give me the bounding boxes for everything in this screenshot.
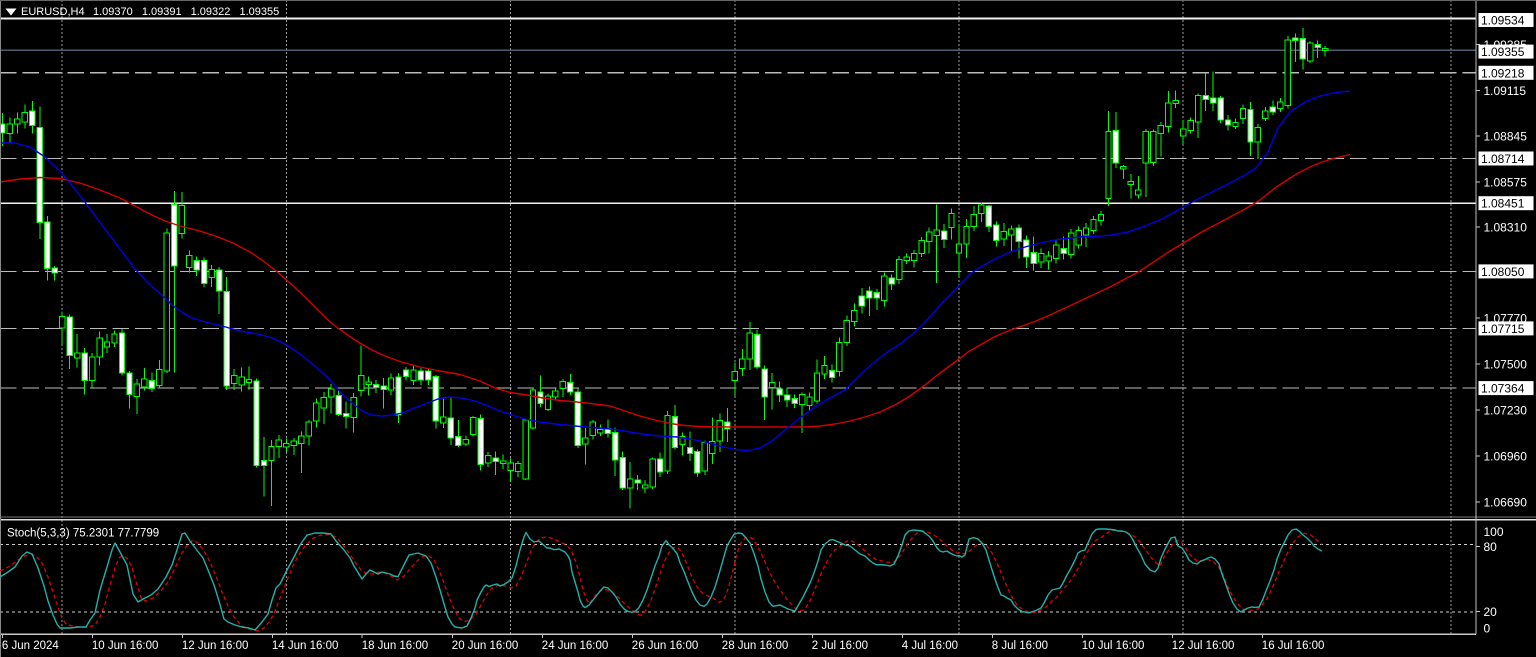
svg-text:1.07715: 1.07715 bbox=[1481, 322, 1525, 336]
svg-text:1.06690: 1.06690 bbox=[1484, 495, 1528, 509]
svg-text:14 Jun 16:00: 14 Jun 16:00 bbox=[272, 640, 339, 652]
svg-text:1.08050: 1.08050 bbox=[1481, 265, 1525, 279]
svg-text:1.09355: 1.09355 bbox=[1481, 45, 1525, 59]
svg-text:12 Jun 16:00: 12 Jun 16:00 bbox=[182, 640, 249, 652]
svg-text:2 Jul 16:00: 2 Jul 16:00 bbox=[812, 640, 868, 652]
svg-text:EURUSD,H4: EURUSD,H4 bbox=[21, 6, 85, 18]
svg-text:1.08575: 1.08575 bbox=[1484, 176, 1528, 190]
svg-text:16 Jul 16:00: 16 Jul 16:00 bbox=[1262, 640, 1325, 652]
svg-text:8 Jul 16:00: 8 Jul 16:00 bbox=[992, 640, 1048, 652]
svg-text:20: 20 bbox=[1484, 605, 1498, 619]
svg-text:Stoch(5,3,3) 75.2301 77.7799: Stoch(5,3,3) 75.2301 77.7799 bbox=[7, 528, 159, 540]
svg-text:0: 0 bbox=[1484, 622, 1491, 636]
svg-text:80: 80 bbox=[1484, 540, 1498, 554]
svg-text:1.09534: 1.09534 bbox=[1481, 14, 1525, 28]
svg-text:1.07500: 1.07500 bbox=[1484, 358, 1528, 372]
svg-text:4 Jul 16:00: 4 Jul 16:00 bbox=[902, 640, 958, 652]
svg-text:12 Jul 16:00: 12 Jul 16:00 bbox=[1172, 640, 1235, 652]
svg-text:26 Jun 16:00: 26 Jun 16:00 bbox=[632, 640, 699, 652]
svg-text:1.06960: 1.06960 bbox=[1484, 449, 1528, 463]
svg-text:1.08451: 1.08451 bbox=[1481, 197, 1525, 211]
svg-text:20 Jun 16:00: 20 Jun 16:00 bbox=[452, 640, 519, 652]
svg-text:10 Jun 16:00: 10 Jun 16:00 bbox=[92, 640, 159, 652]
svg-text:1.08845: 1.08845 bbox=[1484, 130, 1528, 144]
svg-text:1.08714: 1.08714 bbox=[1481, 152, 1525, 166]
svg-text:1.09218: 1.09218 bbox=[1481, 66, 1525, 80]
svg-text:1.08310: 1.08310 bbox=[1484, 221, 1528, 235]
svg-text:24 Jun 16:00: 24 Jun 16:00 bbox=[542, 640, 609, 652]
svg-text:6 Jun 2024: 6 Jun 2024 bbox=[2, 640, 60, 652]
svg-text:1.09370 1.09391 1.09322 1.0935: 1.09370 1.09391 1.09322 1.09355 bbox=[93, 6, 279, 18]
svg-text:10 Jul 16:00: 10 Jul 16:00 bbox=[1082, 640, 1145, 652]
svg-text:18 Jun 16:00: 18 Jun 16:00 bbox=[362, 640, 429, 652]
svg-text:1.09115: 1.09115 bbox=[1484, 84, 1527, 98]
svg-text:100: 100 bbox=[1484, 525, 1504, 539]
svg-text:1.07364: 1.07364 bbox=[1481, 382, 1525, 396]
svg-text:28 Jun 16:00: 28 Jun 16:00 bbox=[722, 640, 789, 652]
svg-text:1.07230: 1.07230 bbox=[1484, 404, 1528, 418]
